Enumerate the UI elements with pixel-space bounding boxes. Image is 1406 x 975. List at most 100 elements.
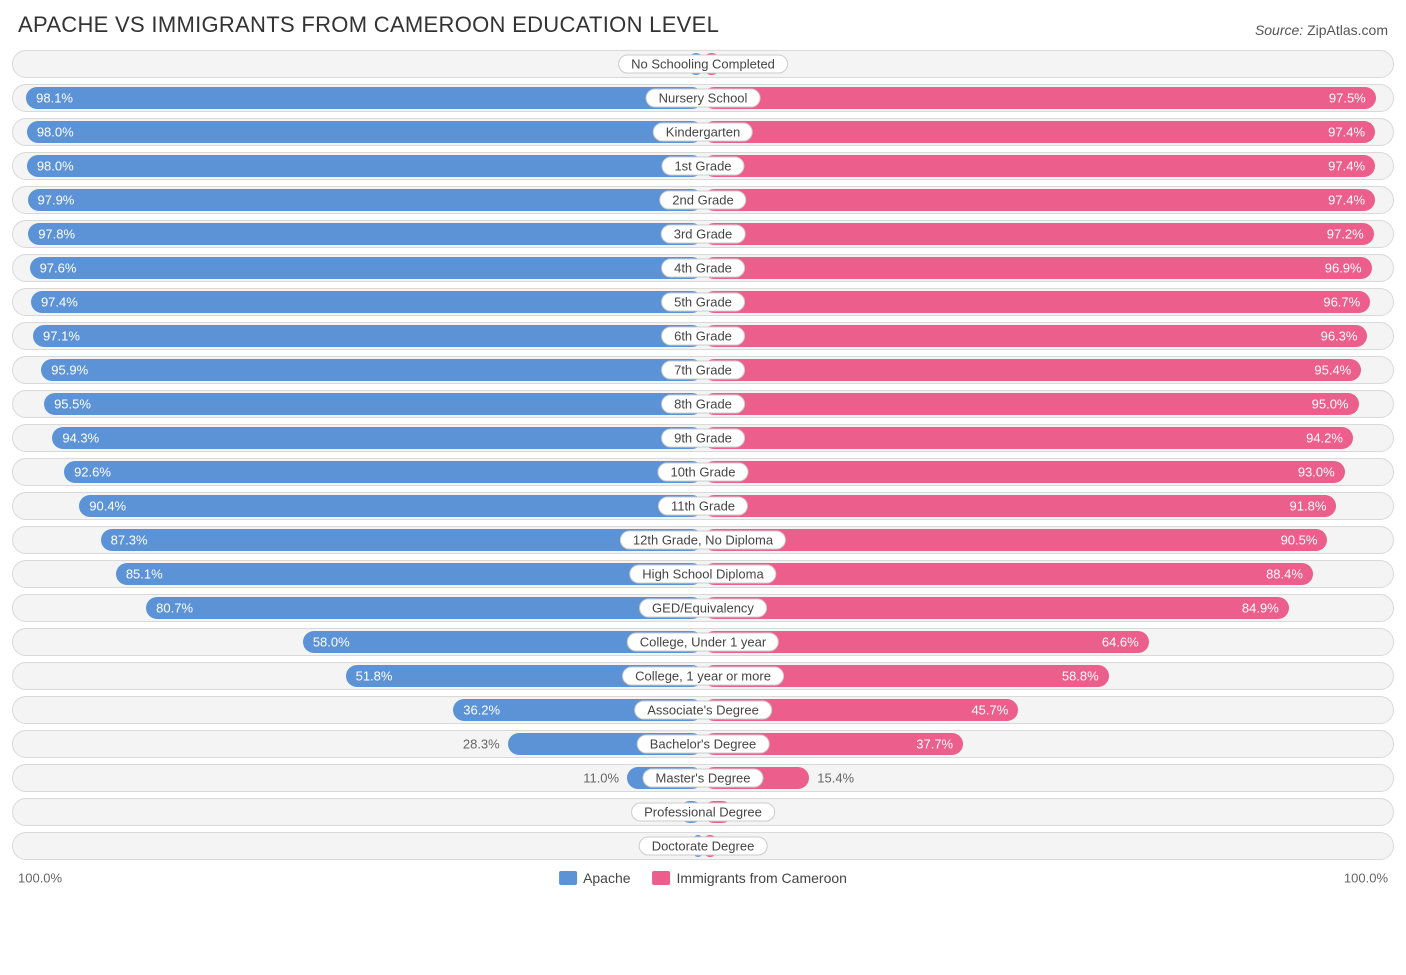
value-left: 97.9% [38,193,75,208]
bar-right: 93.0% [703,461,1345,483]
bar-left: 90.4% [79,495,703,517]
value-right: 97.4% [1328,125,1365,140]
bar-left: 97.1% [33,325,703,347]
category-label: College, Under 1 year [627,633,779,652]
source-value: ZipAtlas.com [1307,22,1388,38]
value-right: 64.6% [1102,635,1139,650]
value-right: 97.5% [1329,91,1366,106]
value-left: 58.0% [313,635,350,650]
value-left: 90.4% [89,499,126,514]
value-left: 97.6% [40,261,77,276]
axis-max-right: 100.0% [1344,871,1388,886]
category-label: 6th Grade [661,327,745,346]
bar-left: 97.9% [28,189,704,211]
category-label: Doctorate Degree [639,837,768,856]
category-label: High School Diploma [629,565,776,584]
value-right: 97.4% [1328,193,1365,208]
category-label: Kindergarten [653,123,753,142]
value-right: 58.8% [1062,669,1099,684]
value-right: 95.4% [1314,363,1351,378]
legend-swatch-left [559,871,577,885]
chart-row: 95.5% 95.0% 8th Grade [12,390,1394,418]
value-left: 28.3% [463,737,500,752]
category-label: 12th Grade, No Diploma [620,531,786,550]
value-right: 95.0% [1312,397,1349,412]
value-left: 95.5% [54,397,91,412]
value-right: 97.2% [1327,227,1364,242]
category-label: Professional Degree [631,803,775,822]
chart-row: 90.4% 91.8%11th Grade [12,492,1394,520]
value-left: 98.1% [36,91,73,106]
value-left: 98.0% [37,159,74,174]
bar-left: 80.7% [146,597,703,619]
category-label: 4th Grade [661,259,745,278]
chart-row: 97.4%96.7%5th Grade [12,288,1394,316]
category-label: 11th Grade [658,497,748,516]
value-left: 85.1% [126,567,163,582]
value-right: 96.3% [1321,329,1358,344]
bar-right: 95.4% [703,359,1361,381]
value-right: 96.7% [1323,295,1360,310]
chart-row: 92.6%93.0%10th Grade [12,458,1394,486]
bar-left: 94.3% [52,427,703,449]
bar-right: 97.5% [703,87,1376,109]
category-label: 7th Grade [661,361,745,380]
chart-row: 51.8%58.8%College, 1 year or more [12,662,1394,690]
bar-right: 96.7% [703,291,1370,313]
legend-label-left: Apache [583,870,630,886]
category-label: 1st Grade [661,157,744,176]
value-right: 90.5% [1281,533,1318,548]
value-left: 36.2% [463,703,500,718]
chart-row: 97.1% 96.3% 6th Grade [12,322,1394,350]
chart-header: APACHE VS IMMIGRANTS FROM CAMEROON EDUCA… [12,12,1394,50]
bar-right: 97.4% [703,121,1375,143]
bar-left: 98.0% [27,121,703,143]
category-label: 8th Grade [661,395,745,414]
value-left: 92.6% [74,465,111,480]
chart-row: 97.8%97.2%3rd Grade [12,220,1394,248]
value-left: 95.9% [51,363,88,378]
value-left: 11.0% [583,771,619,786]
value-left: 97.8% [38,227,75,242]
category-label: Nursery School [646,89,761,108]
chart-row: 98.0% 97.4% 1st Grade [12,152,1394,180]
chart-row: 36.2% 45.7% Associate's Degree [12,696,1394,724]
chart-rows: 2.1%2.5%No Schooling Completed98.1%97.5%… [12,50,1394,860]
value-left: 98.0% [37,125,74,140]
chart-row: 11.0%15.4%Master's Degree [12,764,1394,792]
value-left: 97.4% [41,295,78,310]
chart-row: 28.3%37.7%Bachelor's Degree [12,730,1394,758]
legend-item-left: Apache [559,870,630,886]
chart-source: Source: ZipAtlas.com [1255,22,1388,38]
category-label: GED/Equivalency [639,599,767,618]
bar-right: 94.2% [703,427,1353,449]
legend-swatch-right [653,871,671,885]
chart-row: 94.3%94.2%9th Grade [12,424,1394,452]
legend-item-right: Immigrants from Cameroon [653,870,847,886]
chart-row: 80.7% 84.9% GED/Equivalency [12,594,1394,622]
value-right: 94.2% [1306,431,1343,446]
chart-footer: 100.0% Apache Immigrants from Cameroon 1… [12,864,1394,892]
bar-left: 92.6% [64,461,703,483]
value-right: 45.7% [971,703,1008,718]
bar-left: 87.3% [101,529,703,551]
value-right: 37.7% [916,737,953,752]
legend-label-right: Immigrants from Cameroon [677,870,847,886]
category-label: Associate's Degree [634,701,772,720]
value-right: 97.4% [1328,159,1365,174]
chart-row: 3.5%4.3%Professional Degree [12,798,1394,826]
chart-row: 1.5%2.0%Doctorate Degree [12,832,1394,860]
bar-left: 85.1% [116,563,703,585]
bar-left: 98.1% [26,87,703,109]
bar-left: 98.0% [27,155,703,177]
value-right: 84.9% [1242,601,1279,616]
bar-right: 91.8% [703,495,1336,517]
chart-row: 98.0% 97.4% Kindergarten [12,118,1394,146]
chart-row: 58.0% 64.6% College, Under 1 year [12,628,1394,656]
value-right: 96.9% [1325,261,1362,276]
value-left: 97.1% [43,329,80,344]
bar-left: 95.9% [41,359,703,381]
legend: Apache Immigrants from Cameroon [559,870,847,886]
chart-row: 97.9%97.4%2nd Grade [12,186,1394,214]
value-left: 94.3% [62,431,99,446]
